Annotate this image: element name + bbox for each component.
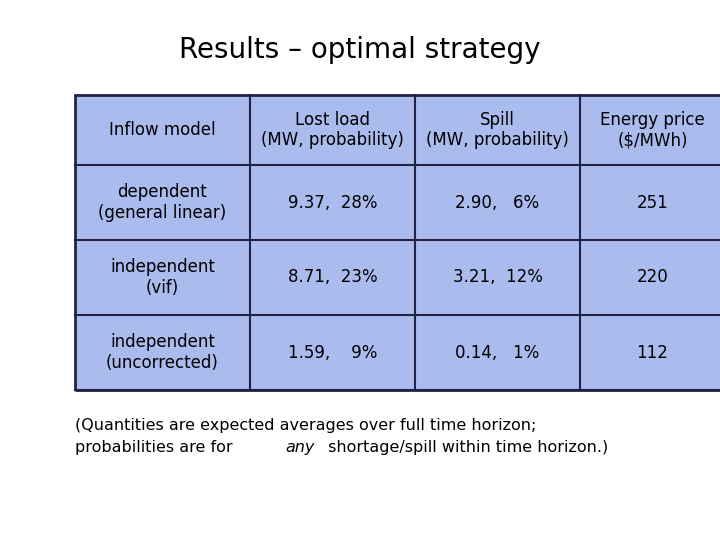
Text: independent
(vif): independent (vif) xyxy=(110,258,215,297)
Text: 251: 251 xyxy=(636,193,668,212)
Text: independent
(uncorrected): independent (uncorrected) xyxy=(106,333,219,372)
Text: 112: 112 xyxy=(636,343,668,361)
Text: dependent
(general linear): dependent (general linear) xyxy=(99,183,227,222)
Text: any: any xyxy=(285,440,315,455)
Text: 8.71,  23%: 8.71, 23% xyxy=(288,268,377,287)
Bar xyxy=(75,95,720,390)
Text: Results – optimal strategy: Results – optimal strategy xyxy=(179,36,541,64)
Text: 0.14,   1%: 0.14, 1% xyxy=(455,343,539,361)
Text: (Quantities are expected averages over full time horizon;: (Quantities are expected averages over f… xyxy=(75,418,536,433)
Text: shortage/spill within time horizon.): shortage/spill within time horizon.) xyxy=(323,440,608,455)
Text: 9.37,  28%: 9.37, 28% xyxy=(288,193,377,212)
Text: 3.21,  12%: 3.21, 12% xyxy=(453,268,542,287)
Text: Spill
(MW, probability): Spill (MW, probability) xyxy=(426,111,569,150)
Text: 220: 220 xyxy=(636,268,668,287)
Text: probabilities are for: probabilities are for xyxy=(75,440,238,455)
Text: 1.59,    9%: 1.59, 9% xyxy=(288,343,377,361)
Text: Energy price
($/MWh): Energy price ($/MWh) xyxy=(600,111,705,150)
Bar xyxy=(75,95,720,390)
Text: Lost load
(MW, probability): Lost load (MW, probability) xyxy=(261,111,404,150)
Text: Inflow model: Inflow model xyxy=(109,121,216,139)
Text: 2.90,   6%: 2.90, 6% xyxy=(456,193,539,212)
